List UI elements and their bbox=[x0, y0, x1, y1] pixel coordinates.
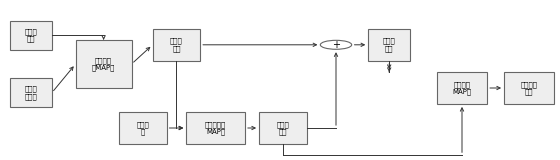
Text: 基本喷油
量MAP图: 基本喷油 量MAP图 bbox=[92, 57, 115, 71]
FancyBboxPatch shape bbox=[368, 29, 410, 61]
FancyBboxPatch shape bbox=[10, 21, 52, 50]
Text: 共轨压
力: 共轨压 力 bbox=[137, 121, 149, 135]
FancyBboxPatch shape bbox=[76, 40, 132, 88]
Text: 控制喷
油量: 控制喷 油量 bbox=[383, 38, 395, 52]
FancyBboxPatch shape bbox=[186, 112, 245, 144]
Text: 加速踏
板位置: 加速踏 板位置 bbox=[25, 86, 37, 100]
Text: 基本喷
油量: 基本喷 油量 bbox=[170, 38, 183, 52]
Text: 修正喷
油量: 修正喷 油量 bbox=[277, 121, 289, 135]
Text: +: + bbox=[332, 40, 340, 50]
FancyBboxPatch shape bbox=[152, 29, 200, 61]
Text: 控制喷油
脉宽: 控制喷油 脉宽 bbox=[521, 81, 538, 95]
FancyBboxPatch shape bbox=[504, 72, 554, 104]
Text: 自学习修正
MAP图: 自学习修正 MAP图 bbox=[205, 121, 226, 135]
FancyBboxPatch shape bbox=[10, 78, 52, 107]
FancyBboxPatch shape bbox=[437, 72, 487, 104]
Text: 喷油脉宽
MAP图: 喷油脉宽 MAP图 bbox=[452, 81, 472, 95]
FancyBboxPatch shape bbox=[259, 112, 306, 144]
FancyBboxPatch shape bbox=[119, 112, 167, 144]
Text: 发动机
转速: 发动机 转速 bbox=[25, 28, 37, 42]
